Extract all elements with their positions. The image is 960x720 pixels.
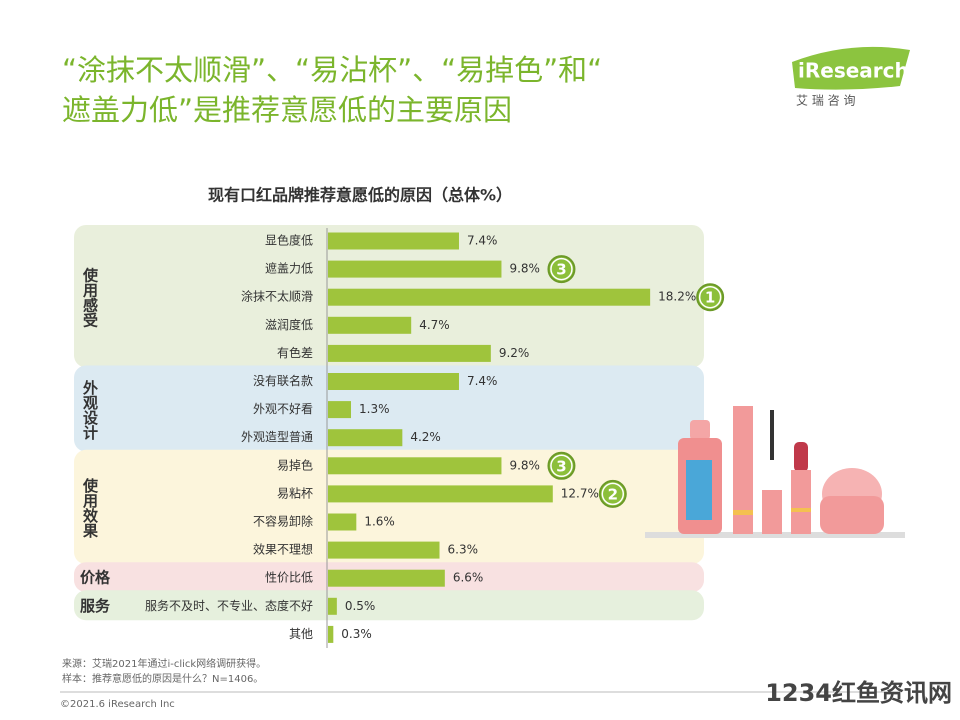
- value-label: 0.5%: [345, 599, 376, 613]
- value-label: 0.3%: [341, 627, 372, 641]
- group-label: 外观设计: [81, 379, 99, 441]
- group-label: 使用感受: [81, 266, 99, 328]
- bar: [328, 597, 337, 615]
- rank-badge-ring: [698, 285, 722, 309]
- category-label: 外观不好看: [253, 402, 313, 416]
- group-label: 服务: [80, 597, 111, 615]
- category-label: 易粘杯: [277, 485, 313, 500]
- logo-shape: [792, 46, 910, 90]
- group-box: [74, 590, 704, 621]
- rank-badge: [598, 479, 627, 508]
- rank-label: 3: [556, 457, 566, 475]
- rank-badge-ring: [601, 482, 625, 506]
- value-label: 4.2%: [410, 430, 441, 444]
- rank-badge: [696, 283, 725, 312]
- category-label: 显色度低: [265, 233, 313, 248]
- bar: [328, 541, 440, 559]
- bar: [328, 429, 403, 447]
- bar: [328, 625, 334, 643]
- group-label: 使用效果: [81, 477, 99, 539]
- category-label: 不容易卸除: [253, 514, 313, 529]
- rank-label: 2: [608, 485, 618, 503]
- footer: ©2021.6 iResearch Inc: [60, 699, 175, 710]
- logo: iResearch: [798, 59, 909, 83]
- rank-label: 1: [705, 289, 715, 307]
- value-label: 6.6%: [453, 571, 484, 585]
- group-box: [74, 365, 704, 452]
- bar: [328, 232, 459, 250]
- category-label: 服务不及时、不专业、态度不好: [145, 598, 313, 613]
- chart-title: 现有口红品牌推荐意愿低的原因（总体%）: [208, 186, 512, 205]
- category-label: 没有联名款: [253, 373, 313, 388]
- slide-title: “涂抹不太顺滑”、“易沾杯”、“易掉色”和“: [62, 53, 602, 87]
- group-box: [74, 449, 704, 565]
- illustration: [645, 406, 905, 538]
- bar: [328, 288, 651, 306]
- category-label: 有色差: [277, 346, 313, 360]
- category-label: 效果不理想: [253, 542, 313, 557]
- value-label: 12.7%: [561, 486, 599, 500]
- value-label: 1.3%: [359, 402, 390, 416]
- bar: [328, 316, 412, 334]
- category-label: 滋润度低: [265, 317, 313, 332]
- group-label: 价格: [80, 569, 111, 587]
- value-label: 9.2%: [499, 346, 529, 360]
- category-label: 性价比低: [265, 571, 313, 585]
- bar: [328, 373, 459, 390]
- bar: [328, 457, 502, 475]
- slide-title: 遮盖力低”是推荐意愿低的主要原因: [62, 93, 512, 127]
- value-label: 6.3%: [448, 543, 479, 557]
- rank-badge: [547, 451, 576, 480]
- watermark: 1234红鱼资讯网: [765, 679, 952, 707]
- bar: [328, 513, 357, 531]
- bar: [328, 344, 491, 362]
- value-label: 9.8%: [509, 262, 539, 276]
- category-label: 遮盖力低: [265, 261, 313, 276]
- bar: [328, 260, 502, 278]
- value-label: 7.4%: [467, 374, 498, 388]
- value-label: 4.7%: [419, 318, 450, 332]
- plot: 使用感受 显色度低 7.4% 遮盖力低 9.8% 3 涂抹不太顺滑 18.2% 1 滋润度低 4.7…: [74, 225, 725, 643]
- value-label: 7.4%: [467, 234, 498, 248]
- value-label: 9.8%: [509, 458, 539, 472]
- rank-label: 3: [556, 261, 566, 279]
- note: 样本：推荐意愿低的原因是什么？N=1406。: [62, 672, 263, 685]
- value-label: 1.6%: [364, 515, 395, 529]
- rank-badge: [547, 255, 576, 284]
- category-label: 易掉色: [277, 458, 313, 472]
- rank-badge-ring: [550, 454, 573, 478]
- category-label: 外观造型普通: [241, 430, 313, 444]
- note: 来源：艾瑞2021年通过i-click网络调研获得。: [62, 657, 266, 670]
- value-label: 18.2%: [658, 290, 696, 304]
- rank-badge-ring: [550, 257, 573, 281]
- category-label: 涂抹不太顺滑: [241, 289, 313, 304]
- logo-sub: 艾 瑞 咨 询: [796, 93, 855, 108]
- category-label: 其他: [289, 627, 313, 641]
- bar: [328, 485, 553, 503]
- bar: [328, 401, 352, 419]
- bar: [328, 569, 445, 587]
